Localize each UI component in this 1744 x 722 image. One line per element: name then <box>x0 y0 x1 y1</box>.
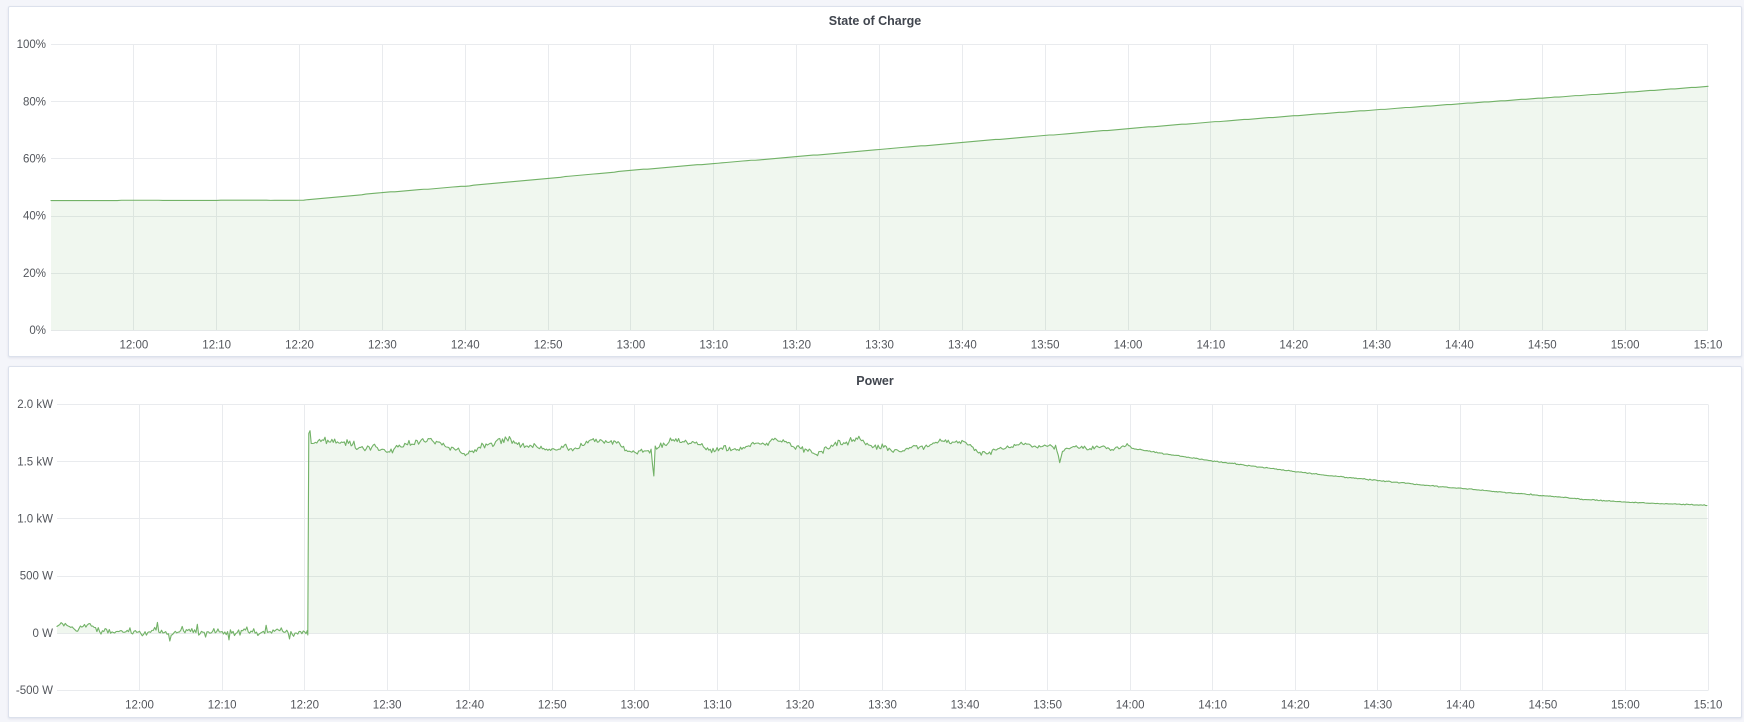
svg-text:13:40: 13:40 <box>948 340 977 352</box>
svg-text:12:40: 12:40 <box>451 340 480 352</box>
svg-text:1.5 kW: 1.5 kW <box>17 456 53 468</box>
svg-text:14:10: 14:10 <box>1198 700 1227 712</box>
svg-text:12:30: 12:30 <box>368 340 397 352</box>
svg-text:12:10: 12:10 <box>208 700 237 712</box>
svg-text:100%: 100% <box>17 39 46 51</box>
svg-text:12:00: 12:00 <box>119 340 148 352</box>
svg-text:14:00: 14:00 <box>1114 340 1143 352</box>
svg-text:14:50: 14:50 <box>1528 340 1557 352</box>
svg-text:13:50: 13:50 <box>1033 700 1062 712</box>
svg-text:500 W: 500 W <box>20 571 53 583</box>
svg-text:15:00: 15:00 <box>1611 340 1640 352</box>
svg-text:12:50: 12:50 <box>538 700 567 712</box>
svg-text:14:10: 14:10 <box>1197 340 1226 352</box>
svg-text:12:10: 12:10 <box>202 340 231 352</box>
svg-text:13:30: 13:30 <box>865 340 894 352</box>
svg-text:14:00: 14:00 <box>1116 700 1145 712</box>
svg-text:14:30: 14:30 <box>1363 700 1392 712</box>
svg-text:13:20: 13:20 <box>782 340 811 352</box>
svg-text:14:20: 14:20 <box>1279 340 1308 352</box>
svg-text:13:40: 13:40 <box>951 700 980 712</box>
svg-text:12:50: 12:50 <box>534 340 563 352</box>
svg-text:2.0 kW: 2.0 kW <box>17 399 53 411</box>
svg-text:12:40: 12:40 <box>455 700 484 712</box>
svg-text:15:10: 15:10 <box>1694 700 1723 712</box>
svg-text:12:20: 12:20 <box>290 700 319 712</box>
svg-text:13:50: 13:50 <box>1031 340 1060 352</box>
svg-text:12:20: 12:20 <box>285 340 314 352</box>
svg-text:13:00: 13:00 <box>617 340 646 352</box>
svg-text:15:10: 15:10 <box>1694 340 1723 352</box>
svg-text:13:00: 13:00 <box>620 700 649 712</box>
svg-text:-500 W: -500 W <box>16 685 53 697</box>
svg-text:13:10: 13:10 <box>699 340 728 352</box>
svg-text:12:00: 12:00 <box>125 700 154 712</box>
svg-text:13:30: 13:30 <box>868 700 897 712</box>
svg-text:12:30: 12:30 <box>373 700 402 712</box>
svg-text:14:20: 14:20 <box>1281 700 1310 712</box>
svg-text:0%: 0% <box>29 325 46 337</box>
svg-text:14:50: 14:50 <box>1529 700 1558 712</box>
svg-text:15:00: 15:00 <box>1611 700 1640 712</box>
svg-text:60%: 60% <box>23 153 46 165</box>
svg-text:20%: 20% <box>23 268 46 280</box>
svg-text:14:40: 14:40 <box>1446 700 1475 712</box>
svg-text:80%: 80% <box>23 96 46 108</box>
svg-text:14:30: 14:30 <box>1362 340 1391 352</box>
svg-text:14:40: 14:40 <box>1445 340 1474 352</box>
svg-text:0 W: 0 W <box>33 628 54 640</box>
svg-text:1.0 kW: 1.0 kW <box>17 513 53 525</box>
svg-text:13:20: 13:20 <box>786 700 815 712</box>
svg-text:40%: 40% <box>23 211 46 223</box>
svg-text:13:10: 13:10 <box>703 700 732 712</box>
